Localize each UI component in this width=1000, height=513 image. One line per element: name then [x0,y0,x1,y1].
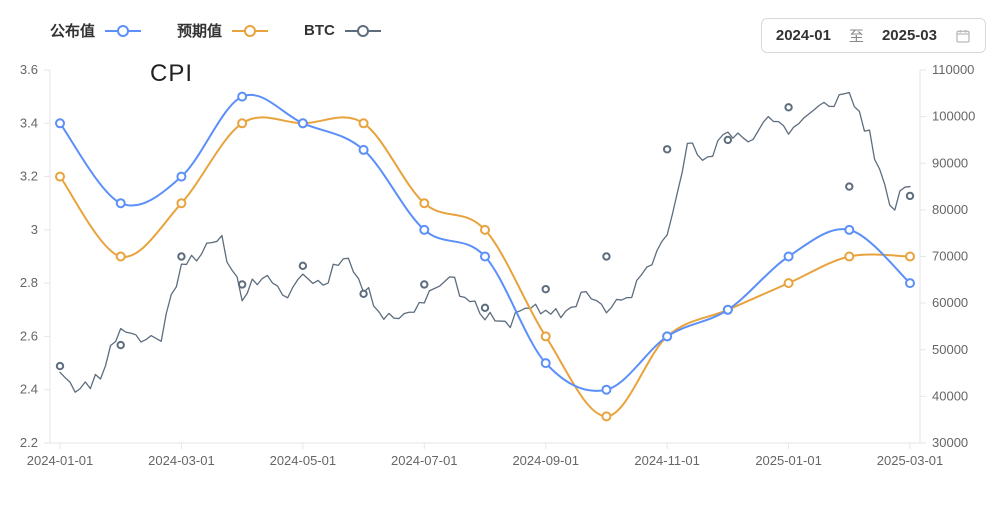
svg-text:2024-11-01: 2024-11-01 [634,453,700,468]
svg-text:110000: 110000 [932,62,974,77]
svg-text:60000: 60000 [932,295,968,310]
date-range-from: 2024-01 [776,27,831,44]
legend-item-btc[interactable]: BTC [304,22,381,39]
svg-text:2024-01-01: 2024-01-01 [27,453,94,468]
svg-text:2025-01-01: 2025-01-01 [755,453,822,468]
date-range-picker[interactable]: 2024-01 至 2025-03 [761,18,986,53]
legend-item-actual[interactable]: 公布值 [50,20,141,41]
legend-item-expected[interactable]: 预期值 [177,20,268,41]
svg-text:2.4: 2.4 [20,382,38,397]
svg-text:70000: 70000 [932,249,968,264]
legend-swatch [105,26,141,36]
svg-text:100000: 100000 [932,109,975,124]
svg-text:40000: 40000 [932,388,968,403]
legend-label: 公布值 [50,20,95,41]
svg-text:2024-07-01: 2024-07-01 [391,453,458,468]
svg-text:3.6: 3.6 [20,62,38,77]
svg-text:3: 3 [31,222,38,237]
legend-swatch [345,26,381,36]
svg-text:3.4: 3.4 [20,115,38,130]
date-range-separator: 至 [849,25,864,46]
svg-text:2024-03-01: 2024-03-01 [148,453,215,468]
svg-text:2.8: 2.8 [20,275,38,290]
svg-text:50000: 50000 [932,342,968,357]
date-range-to: 2025-03 [882,27,937,44]
svg-text:90000: 90000 [932,155,968,170]
chart-legend: 公布值 预期值 BTC [50,20,381,41]
legend-label: 预期值 [177,20,222,41]
svg-text:30000: 30000 [932,435,968,450]
chart-plot: 2.22.42.62.833.23.43.6300004000050000600… [50,70,920,443]
svg-text:2024-05-01: 2024-05-01 [270,453,337,468]
svg-text:2025-03-01: 2025-03-01 [877,453,944,468]
svg-text:80000: 80000 [932,202,968,217]
legend-label: BTC [304,22,335,39]
svg-text:2024-09-01: 2024-09-01 [512,453,579,468]
svg-text:3.2: 3.2 [20,169,38,184]
svg-text:2.6: 2.6 [20,328,38,343]
svg-text:2.2: 2.2 [20,435,38,450]
calendar-icon [955,28,971,44]
legend-swatch [232,26,268,36]
